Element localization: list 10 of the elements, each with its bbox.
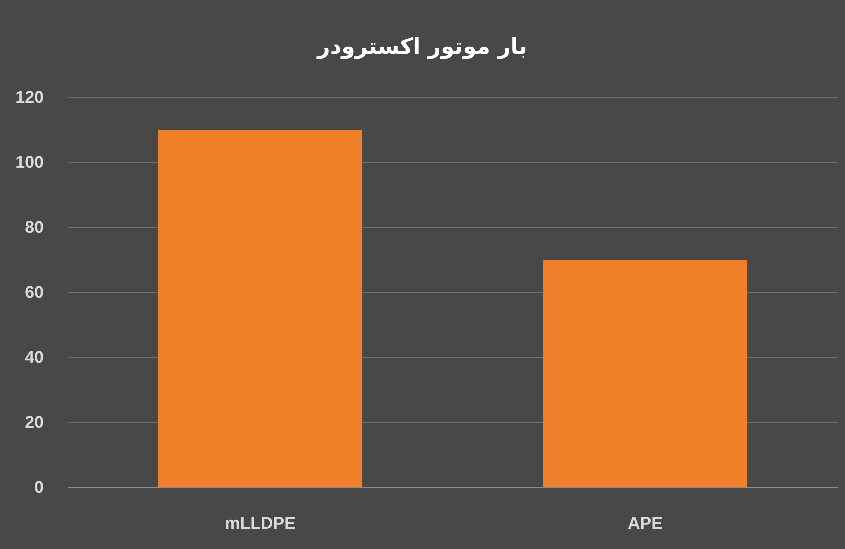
y-tick-label: 60 [25,283,44,302]
y-tick-label: 120 [16,88,44,107]
y-tick-label: 80 [25,218,44,237]
y-tick-label: 0 [34,478,44,497]
y-tick-label: 100 [16,153,44,172]
x-tick-label: APE [628,514,663,533]
x-tick-label: mLLDPE [225,514,296,533]
y-tick-label: 40 [25,348,44,367]
chart-title: بار موتور اکسترودر [316,35,528,60]
y-tick-label: 20 [25,413,44,432]
